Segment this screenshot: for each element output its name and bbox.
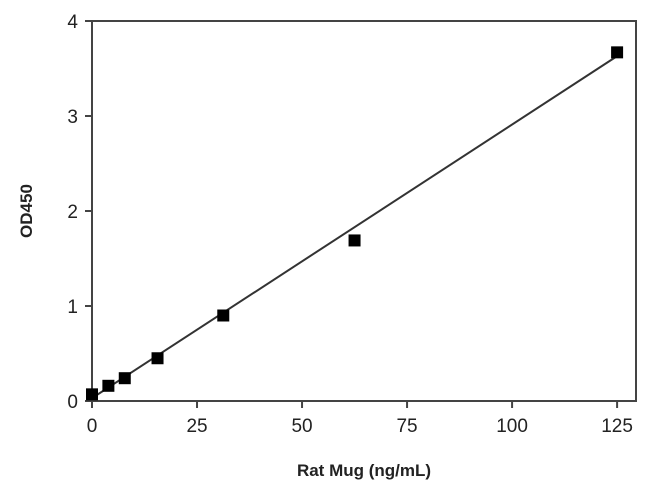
x-tick-label: 50 xyxy=(291,416,312,437)
y-tick-label: 0 xyxy=(67,392,78,413)
x-axis-label: Rat Mug (ng/mL) xyxy=(297,461,431,480)
y-tick-label: 3 xyxy=(67,107,78,128)
x-tick-label: 100 xyxy=(496,416,528,437)
data-point xyxy=(102,379,115,392)
y-axis-label: OD450 xyxy=(17,184,36,238)
y-tick-label: 2 xyxy=(67,202,78,223)
x-tick-label: 75 xyxy=(396,416,417,437)
data-point xyxy=(151,352,164,365)
data-point xyxy=(86,388,98,401)
y-tick-label: 4 xyxy=(67,12,78,33)
data-point xyxy=(348,234,361,247)
x-tick-label: 125 xyxy=(601,416,633,437)
y-tick-label: 1 xyxy=(67,297,78,318)
x-tick-label: 0 xyxy=(87,416,98,437)
data-point xyxy=(611,46,624,59)
fit-line xyxy=(91,55,618,399)
data-point xyxy=(217,309,230,322)
data-point xyxy=(118,372,131,385)
x-tick-label: 25 xyxy=(186,416,207,437)
